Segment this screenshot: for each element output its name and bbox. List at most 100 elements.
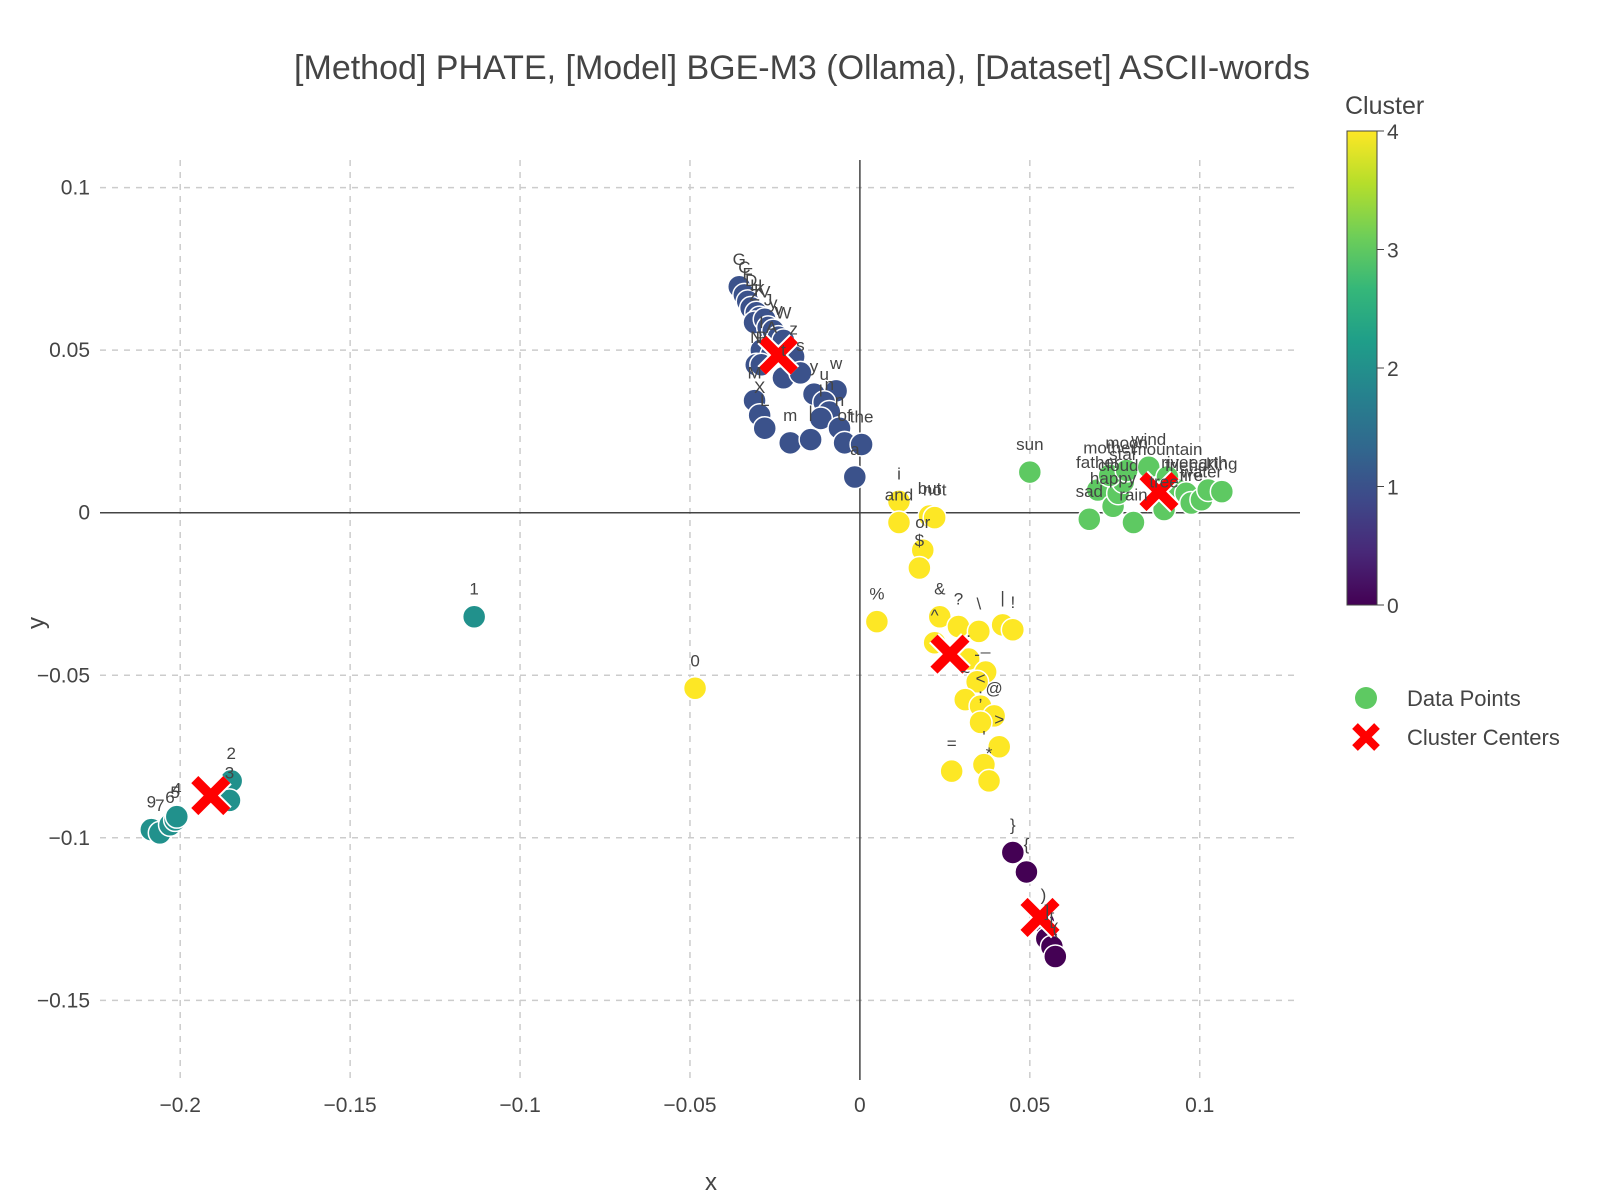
point-label: -	[974, 645, 980, 664]
colorbar-tick-label: 4	[1387, 121, 1399, 144]
legend-label-data-points: Data Points	[1407, 686, 1521, 711]
y-tick-label: −0.05	[37, 664, 90, 687]
point-label: s	[796, 336, 805, 355]
point-label: ~	[960, 663, 970, 682]
point-label: the	[850, 407, 874, 426]
point-label: wind	[1130, 430, 1166, 449]
point-label: mother	[1083, 438, 1136, 457]
point-label: 6	[165, 788, 174, 807]
data-point	[842, 464, 868, 490]
point-label: _	[980, 635, 991, 654]
point-label: a	[850, 440, 860, 459]
data-point	[968, 710, 993, 735]
point-label: 9	[147, 793, 156, 812]
legend-label-cluster-centers: Cluster Centers	[1407, 725, 1560, 750]
point-label: {	[1024, 835, 1030, 854]
point-label: .	[966, 622, 971, 641]
data-point	[907, 555, 932, 581]
colorbar-tick-label: 0	[1387, 595, 1399, 618]
cluster-center	[1139, 472, 1179, 512]
point-label: m	[783, 406, 797, 425]
point-label: tree	[1149, 472, 1178, 491]
point-label: C	[738, 258, 750, 277]
x-axis-ticks: −0.2 −0.15 −0.1 −0.05 0 0.05 0.1	[159, 1094, 1214, 1117]
cluster-centers	[189, 334, 1180, 939]
legend-marker-data-points	[1355, 687, 1377, 709]
point-label: u	[819, 365, 828, 384]
chart-title: [Method] PHATE, [Model] BGE-M3 (Ollama),…	[294, 49, 1310, 87]
colorbar-tick-label: 2	[1387, 358, 1399, 381]
cluster-center	[1020, 897, 1060, 937]
point-label: l	[819, 381, 823, 400]
point-label: D	[745, 271, 757, 290]
point-label: sun	[1016, 435, 1043, 454]
point-label: G	[733, 250, 746, 269]
point-label: J	[764, 290, 773, 309]
y-tick-label: −0.1	[49, 827, 90, 850]
point-label: of	[838, 406, 852, 425]
colorbar-tick-label: 3	[1387, 240, 1399, 263]
point-label: cloud	[1098, 456, 1139, 475]
x-tick-label: −0.1	[499, 1094, 540, 1117]
colorbar-ticks: 0 1 2 3 4	[1377, 121, 1399, 618]
point-label: and	[885, 485, 913, 504]
point-label: v	[774, 300, 783, 319]
y-axis-title: y	[23, 617, 50, 629]
data-point	[886, 510, 912, 535]
point-label: &	[934, 580, 946, 599]
point-label: happy	[1090, 469, 1137, 488]
colorbar: Cluster 0 1 2 3 4	[1345, 92, 1424, 618]
point-label: =	[947, 734, 957, 753]
point-label: '	[982, 728, 985, 747]
point-label: ^	[931, 606, 939, 625]
point-label: mountain	[1132, 440, 1202, 459]
point-label: |	[808, 403, 812, 422]
colorbar-gradient	[1346, 130, 1378, 606]
data-point	[864, 609, 890, 634]
point-label: 0	[690, 651, 699, 670]
point-label: friend	[1165, 456, 1208, 475]
point-label: ?	[954, 590, 963, 609]
data-point	[1043, 944, 1068, 969]
cluster-center	[758, 335, 798, 375]
point-label: !	[1010, 593, 1015, 612]
point-label: @	[986, 679, 1003, 698]
point-label: |	[1000, 588, 1004, 607]
point-label: X	[754, 378, 765, 397]
point-label: y	[810, 357, 819, 376]
point-label: earth	[1189, 453, 1228, 472]
point-label: H	[750, 276, 762, 295]
point-label: %	[869, 585, 884, 604]
y-tick-label: −0.15	[37, 989, 90, 1012]
x-tick-label: −0.15	[324, 1094, 377, 1117]
data-point	[1209, 479, 1235, 504]
point-label: L	[760, 391, 769, 410]
y-axis-ticks: 0.1 0.05 0 −0.05 −0.1 −0.15	[37, 177, 90, 1013]
x-tick-label: −0.05	[663, 1094, 716, 1117]
point-label: )	[1041, 885, 1047, 904]
point-label: A	[766, 318, 778, 337]
data-point	[1077, 506, 1102, 532]
point-label: n	[825, 375, 834, 394]
point-label: ;	[978, 685, 983, 704]
data-point	[849, 432, 874, 457]
point-label: 7	[155, 796, 164, 815]
point-label: N	[750, 328, 762, 347]
data-point	[752, 415, 777, 441]
point-label: 2	[226, 744, 235, 763]
data-point	[966, 619, 992, 644]
point-label: king	[1206, 455, 1237, 474]
zero-lines	[100, 160, 1300, 1080]
y-tick-label: 0.05	[49, 339, 90, 362]
point-label: but	[918, 479, 942, 498]
colorbar-tick-label: 1	[1387, 477, 1399, 500]
data-point	[986, 734, 1012, 760]
data-point	[939, 758, 964, 784]
point-label: i	[897, 464, 901, 483]
y-tick-label: 0	[78, 502, 90, 525]
data-point	[682, 676, 708, 701]
point-label: sad	[1076, 482, 1103, 501]
point-label: $	[915, 531, 925, 550]
